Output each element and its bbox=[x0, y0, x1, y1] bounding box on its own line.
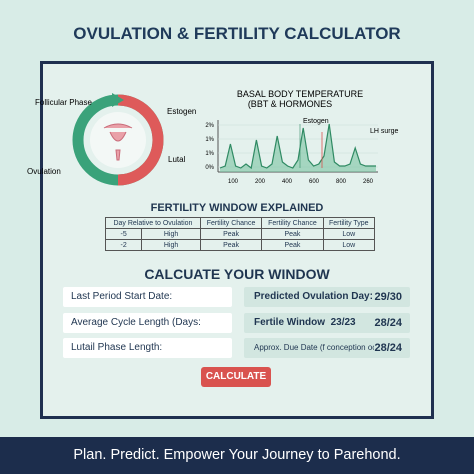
annotation: Estogen bbox=[303, 118, 329, 125]
x-tick-label: 200 bbox=[255, 179, 266, 185]
cell: Low bbox=[322, 228, 376, 240]
result-value: 29/30 bbox=[374, 291, 402, 303]
row: -2 High Peak Peak Low bbox=[104, 239, 376, 251]
chart-subtitle: (BBT & HORMONES bbox=[248, 99, 332, 109]
x-tick-label: 260 bbox=[363, 179, 374, 185]
cell: Peak bbox=[199, 239, 263, 251]
bbt-line bbox=[219, 123, 376, 170]
arrow bbox=[112, 93, 124, 107]
header-cell: Day Relative to Ovulation bbox=[105, 217, 201, 229]
cell: Peak bbox=[261, 228, 324, 240]
header-row: Day Relative to Ovulation Fertility Chanc… bbox=[105, 217, 376, 229]
bbt-area bbox=[220, 124, 376, 172]
calc-title: CALCUATE YOUR WINDOW bbox=[144, 266, 330, 282]
title: OVULATION & FERTILITY CALCULATOR bbox=[73, 24, 401, 43]
result: Approx. Due Date (f conception occur 28/2… bbox=[244, 338, 410, 358]
row: -5 High Peak Peak Low bbox=[104, 228, 376, 240]
cell: High bbox=[141, 228, 201, 240]
result-label: Predicted Ovulation Day: bbox=[254, 291, 373, 302]
result-value: 28/24 bbox=[374, 317, 402, 329]
window-table: Day Relative to Ovulation Fertility Chanc… bbox=[104, 217, 376, 251]
window-title: FERTILITY WINDOW EXPLAINED bbox=[150, 202, 324, 214]
result-label: Approx. Due Date (f conception occur bbox=[254, 343, 388, 352]
cell: -5 bbox=[104, 228, 143, 240]
header-cell: Fertility Chance bbox=[199, 217, 263, 229]
cycle-label: Follicular Phase bbox=[35, 98, 92, 107]
cell: Peak bbox=[199, 228, 263, 240]
footer: Plan. Predict. Empower Your Journey to P… bbox=[0, 437, 474, 474]
y-tick-label: 1% bbox=[205, 151, 214, 157]
cell: Low bbox=[322, 239, 376, 251]
x-tick-label: 100 bbox=[228, 179, 239, 185]
input[interactable]: Lutail Phase Length: bbox=[63, 338, 232, 358]
chart: 2% 1% 1% 0% 100 200 400 600 800 260 Estogen LH surg… bbox=[205, 118, 398, 185]
y-tick-label: 0% bbox=[205, 165, 214, 171]
y-tick-label: 2% bbox=[205, 123, 214, 129]
cell: -2 bbox=[104, 239, 143, 251]
cycle-label: Lutal bbox=[168, 155, 186, 164]
result-label: Fertile Window 23/23 bbox=[254, 317, 356, 328]
y-tick-label: 1% bbox=[205, 137, 214, 143]
cycle-label: Estogen bbox=[167, 107, 196, 116]
input[interactable]: Average Cycle Length (Days: bbox=[63, 313, 232, 333]
cycle-label: Ovulation bbox=[27, 167, 61, 176]
cell: High bbox=[141, 239, 201, 251]
result-value: 28/24 bbox=[374, 338, 402, 358]
calculate-button[interactable]: CALCULATE bbox=[201, 367, 271, 387]
uterus-icon bbox=[103, 123, 133, 161]
cycle-luteal bbox=[117, 94, 164, 186]
annotation: LH surge bbox=[370, 128, 399, 135]
result: Predicted Ovulation Day: 29/30 bbox=[244, 287, 410, 307]
x-tick-label: 600 bbox=[309, 179, 320, 185]
x-tick-label: 400 bbox=[282, 179, 293, 185]
header-cell: Fertility Chance bbox=[261, 217, 324, 229]
result: Fertile Window 23/23 28/24 bbox=[244, 313, 410, 333]
x-tick-label: 800 bbox=[336, 179, 347, 185]
header-cell: Fertility Type bbox=[322, 217, 376, 229]
cell: Peak bbox=[261, 239, 324, 251]
input[interactable]: Last Period Start Date: bbox=[63, 287, 232, 307]
chart-title: BASAL BODY TEMPERATURE bbox=[237, 89, 363, 99]
